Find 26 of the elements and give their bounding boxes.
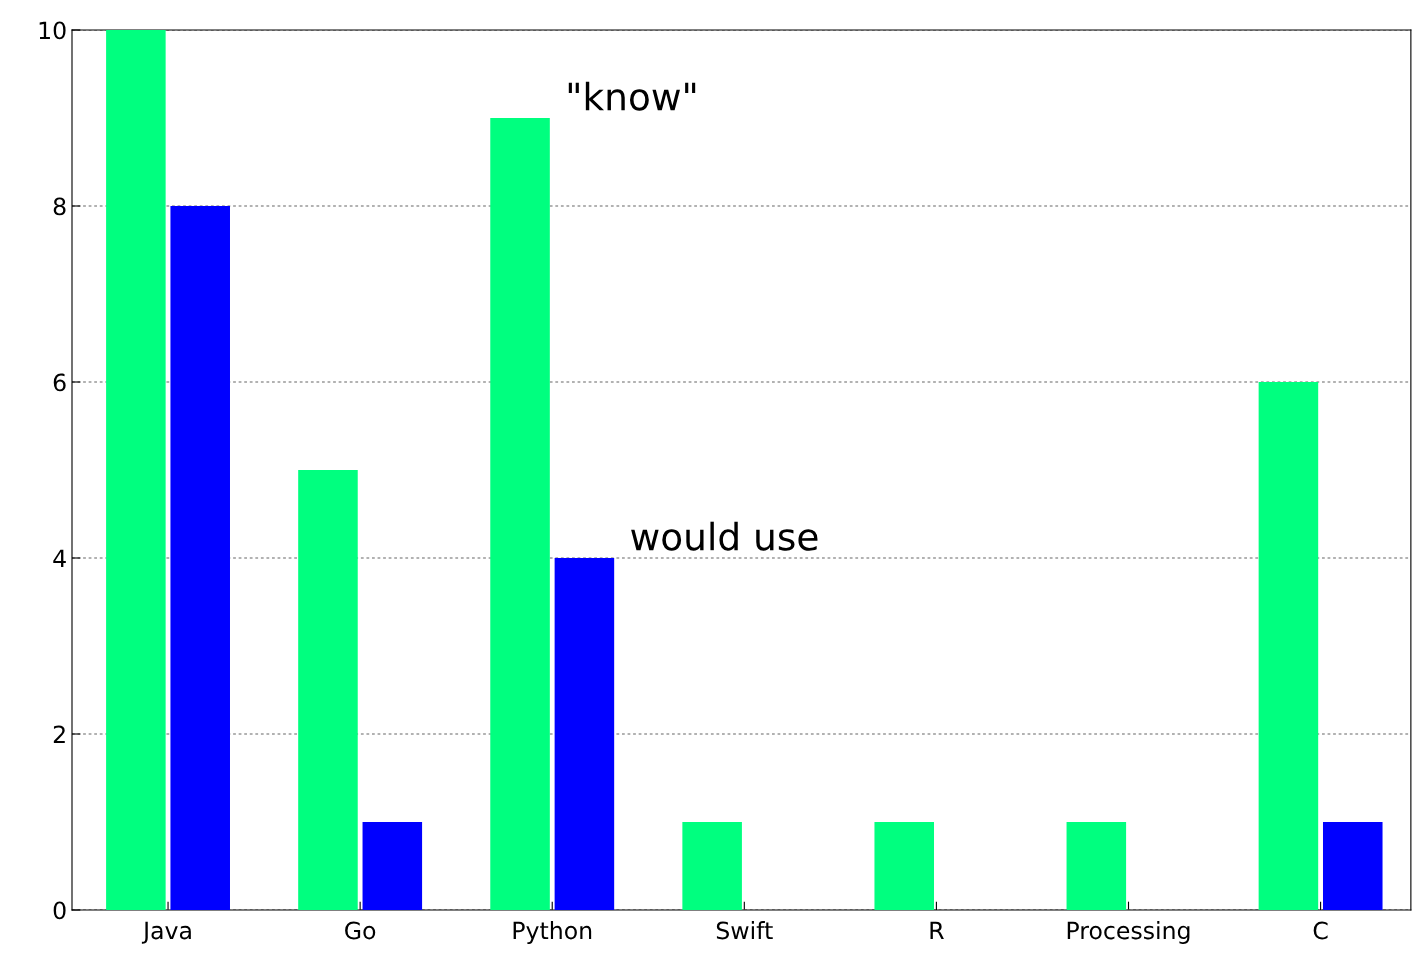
bar (1066, 822, 1127, 910)
bar (554, 558, 615, 910)
series-label: would use (631, 521, 818, 551)
x-tick-label: Python (513, 921, 592, 944)
y-tick-label: 2 (53, 725, 65, 743)
bar (1322, 822, 1383, 910)
x-tick-label: R (930, 921, 944, 940)
x-tick-label: Java (141, 921, 191, 944)
bar (106, 30, 166, 910)
bar (682, 822, 742, 910)
series-label: "know" (568, 81, 696, 111)
y-tick-label: 6 (53, 373, 66, 392)
y-tick-label: 10 (39, 21, 66, 40)
bar (170, 206, 230, 910)
x-tick-label: Swift (716, 921, 773, 940)
x-tick-label: Go (345, 921, 376, 940)
bar (362, 822, 423, 910)
bar (874, 822, 935, 910)
bar (490, 118, 550, 910)
x-tick-label: C (1313, 921, 1328, 940)
y-tick-label: 8 (53, 197, 66, 216)
bar (1258, 382, 1319, 910)
bar (298, 470, 358, 910)
x-tick-label: Processing (1067, 921, 1190, 944)
y-tick-label: 0 (53, 901, 66, 920)
y-tick-label: 4 (53, 549, 66, 567)
